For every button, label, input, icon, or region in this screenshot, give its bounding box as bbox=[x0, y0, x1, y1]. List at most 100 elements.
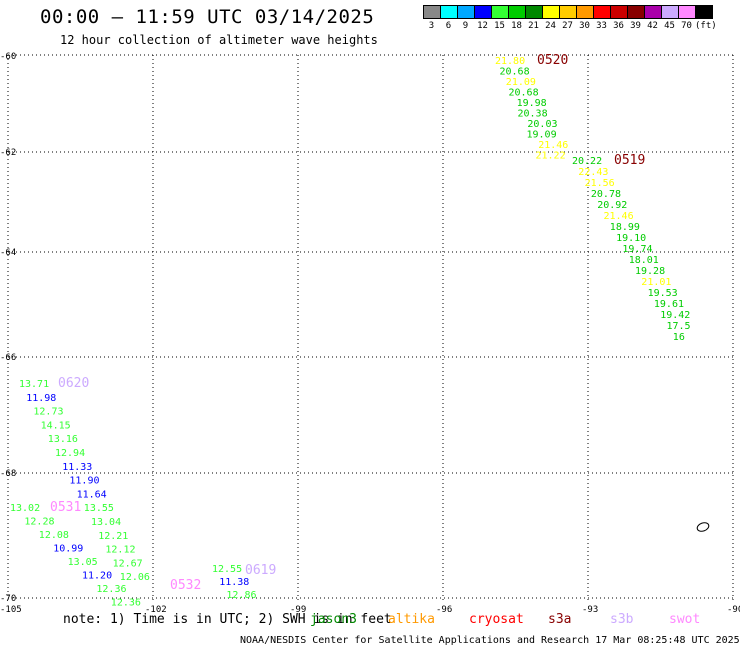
lon-tick-label: -93 bbox=[582, 605, 598, 615]
wave-height-label: 21.46 bbox=[604, 211, 634, 222]
wave-height-label: 19.09 bbox=[527, 130, 557, 141]
wave-height-label: 12.73 bbox=[33, 407, 63, 418]
wave-height-label: 19.98 bbox=[517, 98, 547, 109]
wave-height-label: 11.98 bbox=[26, 393, 56, 404]
lon-tick-label: -96 bbox=[436, 605, 452, 615]
page-title: 00:00 – 11:59 UTC 03/14/2025 bbox=[40, 6, 375, 28]
legend-swatch-label: 33 bbox=[596, 21, 607, 31]
wave-height-label: 17.5 bbox=[667, 321, 691, 332]
legend-satellite-swot: swot bbox=[669, 612, 701, 627]
wave-height-label: 21.01 bbox=[641, 277, 671, 288]
legend-satellite-cryosat: cryosat bbox=[469, 612, 524, 627]
wave-height-label: 12.21 bbox=[98, 531, 128, 542]
axis-labels: -105 -102 -99 -96 -93 -90 -60 -62 -64 -66 -68 -70 bbox=[0, 52, 740, 615]
lat-tick-label: -70 bbox=[0, 594, 16, 604]
wave-height-label: 12.94 bbox=[55, 448, 85, 459]
legend-satellite-s3b: s3b bbox=[610, 612, 634, 627]
wave-height-label: 13.04 bbox=[91, 517, 121, 528]
page-subtitle: 12 hour collection of altimeter wave hei… bbox=[60, 33, 378, 47]
legend-swatch-label: 24 bbox=[545, 21, 556, 31]
wave-height-label: 12.08 bbox=[39, 530, 69, 541]
track-id-label: 0532 bbox=[170, 578, 201, 593]
lat-tick-label: -68 bbox=[0, 469, 16, 479]
legend-swatch-label: (ft) bbox=[695, 21, 717, 31]
wave-height-label: 11.33 bbox=[62, 462, 92, 473]
legend-swatch-label: 39 bbox=[630, 21, 641, 31]
credit-line: NOAA/NESDIS Center for Satellite Applica… bbox=[240, 635, 740, 646]
wave-height-label: 21.22 bbox=[536, 151, 566, 162]
legend-swatch bbox=[695, 5, 713, 19]
legend-swatch-label: 42 bbox=[647, 21, 658, 31]
wave-height-label: 18.99 bbox=[610, 222, 640, 233]
track-id-label: 0520 bbox=[537, 53, 568, 68]
wave-height-label: 13.71 bbox=[19, 379, 49, 390]
wave-height-label: 18.01 bbox=[629, 255, 659, 266]
wave-height-label: 19.28 bbox=[635, 266, 665, 277]
track-id-label: 0619 bbox=[245, 563, 276, 578]
wave-height-label: 13.55 bbox=[84, 503, 114, 514]
wave-height-label: 14.15 bbox=[41, 420, 71, 431]
land-feature bbox=[696, 522, 710, 532]
wave-height-label: 21.56 bbox=[585, 178, 615, 189]
track-id-label: 0519 bbox=[614, 153, 645, 168]
wave-height-label: 20.22 bbox=[572, 156, 602, 167]
legend-swatch-label: 36 bbox=[613, 21, 624, 31]
track-id-label: 0531 bbox=[50, 500, 81, 515]
wave-height-label: 12.36 bbox=[111, 598, 141, 609]
legend-swatch-label: 6 bbox=[445, 21, 452, 31]
legend-swatch-label: 3 bbox=[428, 21, 435, 31]
legend-swatch-label: 21 bbox=[528, 21, 539, 31]
lon-tick-label: -102 bbox=[145, 605, 167, 615]
wave-height-label: 19.61 bbox=[654, 299, 684, 310]
wave-height-label: 22.43 bbox=[578, 167, 608, 178]
wave-height-label: 21.09 bbox=[506, 77, 536, 88]
lat-tick-label: -66 bbox=[0, 353, 16, 363]
lon-tick-label: -90 bbox=[727, 605, 740, 615]
grid-lines bbox=[7, 54, 735, 600]
lat-tick-label: -62 bbox=[0, 148, 16, 158]
wave-height-label: 20.68 bbox=[509, 88, 539, 99]
wave-height-label: 21.80 bbox=[495, 56, 525, 67]
wave-height-label: 20.38 bbox=[518, 109, 548, 120]
wave-height-label: 11.38 bbox=[219, 577, 249, 588]
lon-tick-label: -105 bbox=[0, 605, 22, 615]
wave-height-label: 10.99 bbox=[53, 544, 83, 555]
legend-satellite-s3a: s3a bbox=[548, 612, 572, 627]
wave-height-label: 19.53 bbox=[648, 288, 678, 299]
wave-height-label: 12.28 bbox=[24, 517, 54, 528]
wave-height-label: 12.86 bbox=[226, 590, 256, 601]
wave-height-label: 21.46 bbox=[538, 140, 568, 151]
legend-satellite-altika: altika bbox=[388, 612, 435, 627]
legend-swatch-label: 30 bbox=[579, 21, 590, 31]
wave-height-label: 12.67 bbox=[113, 558, 143, 569]
wave-height-label: 12.36 bbox=[96, 584, 126, 595]
wave-height-label: 19.10 bbox=[616, 233, 646, 244]
color-legend bbox=[423, 5, 713, 19]
wave-height-label: 19.42 bbox=[660, 310, 690, 321]
satellite-tracks: 052021.8020.6821.0920.6819.9820.3820.031… bbox=[10, 53, 691, 609]
legend-swatch-label: 9 bbox=[462, 21, 469, 31]
legend-swatch-label: 12 bbox=[477, 21, 488, 31]
wave-height-label: 12.12 bbox=[105, 545, 135, 556]
footer-note: note: 1) Time is in UTC; 2) SWH is in fe… bbox=[63, 612, 392, 627]
wave-height-label: 20.68 bbox=[500, 67, 530, 78]
color-legend-labels: 3 6 9 12 15 18 21 24 27 30 33 36 39 42 45 70 (ft) bbox=[423, 21, 717, 31]
wave-height-label: 19.74 bbox=[622, 244, 652, 255]
legend-satellite-jason3: jason3 bbox=[310, 612, 357, 627]
legend-swatch-label: 18 bbox=[511, 21, 522, 31]
legend-swatch-label: 45 bbox=[664, 21, 675, 31]
lat-tick-label: -64 bbox=[0, 248, 16, 258]
wave-height-label: 12.55 bbox=[212, 564, 242, 575]
wave-height-label: 11.90 bbox=[69, 476, 99, 487]
wave-height-label: 11.64 bbox=[77, 489, 107, 500]
legend-swatch-label: 27 bbox=[562, 21, 573, 31]
track-id-label: 0620 bbox=[58, 376, 89, 391]
legend-swatch-label: 70 bbox=[681, 21, 692, 31]
wave-height-label: 12.06 bbox=[120, 572, 150, 583]
wave-height-label: 20.78 bbox=[591, 189, 621, 200]
lat-tick-label: -60 bbox=[0, 52, 16, 62]
wave-height-label: 13.02 bbox=[10, 503, 40, 514]
lon-tick-label: -99 bbox=[290, 605, 306, 615]
wave-height-label: 20.92 bbox=[597, 200, 627, 211]
